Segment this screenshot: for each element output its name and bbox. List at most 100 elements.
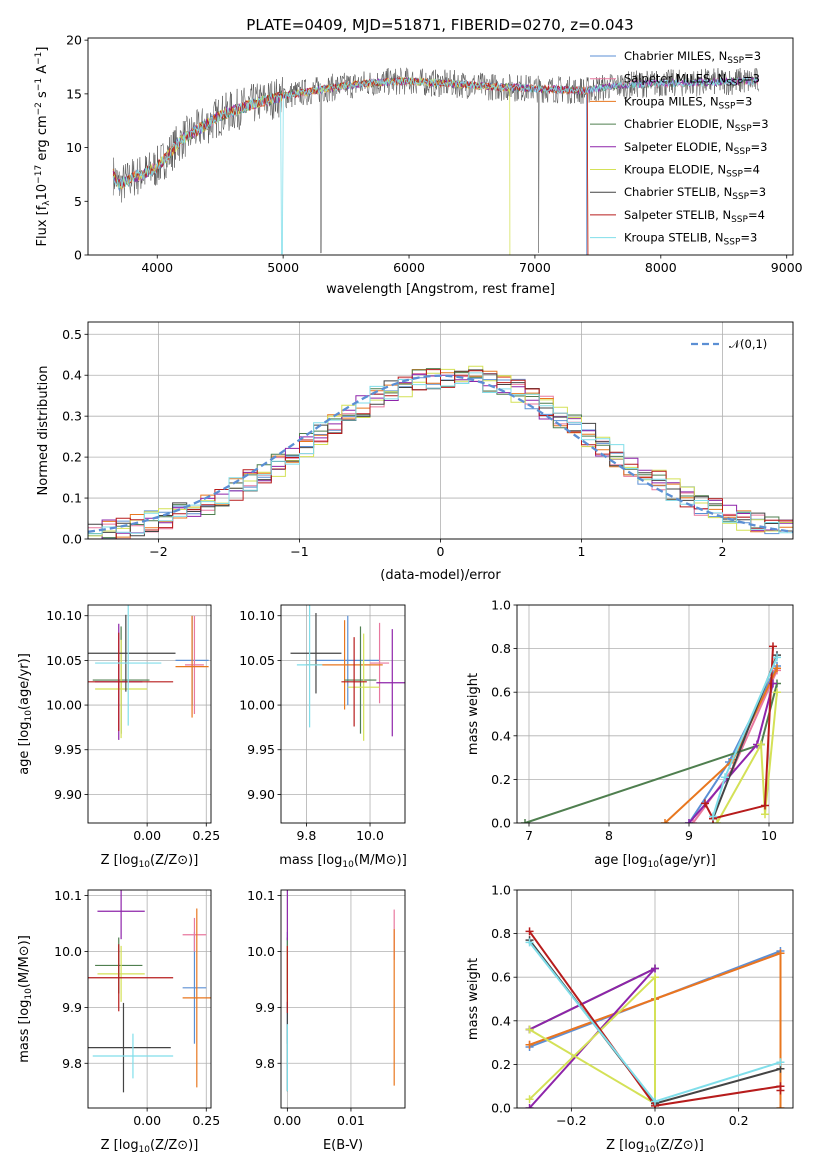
spectrum-ytick-label: 5 <box>74 194 82 209</box>
spectrum-legend: Chabrier MILES, NSSP=3 Salpeter MILES, NS… <box>590 49 769 248</box>
massweight_vs_Z-marker <box>525 938 534 947</box>
spectrum-xtick-label: 6000 <box>393 260 425 275</box>
massweight_vs_age-ytick-label: 0.2 <box>491 772 511 787</box>
residuals-ytick-label: 0.4 <box>62 368 82 383</box>
massweight_vs_age-marker <box>761 810 769 819</box>
age_vs_mass-ytick-label: 10.00 <box>239 698 275 713</box>
massweight_vs_age-ytick-label: 0.4 <box>491 728 511 743</box>
massweight_vs_Z-marker <box>776 1058 785 1067</box>
massweight_vs_age-line-7 <box>704 646 774 820</box>
spectrum-ytick-label: 10 <box>66 140 82 155</box>
mass_vs_Z-ytick-label: 9.8 <box>62 1056 82 1071</box>
legend-label-6: Chabrier STELIB, NSSP=3 <box>624 185 766 202</box>
spectrum-xtick-label: 7000 <box>519 260 551 275</box>
residuals-xtick-label: 0 <box>437 544 445 559</box>
spectrum-frame <box>87 37 794 256</box>
residuals-ytick-label: 0.2 <box>62 450 82 465</box>
massweight_vs_Z-ytick-label: 1.0 <box>491 883 511 898</box>
massweight_vs_age-marker <box>773 688 781 697</box>
massweight_vs_age-marker <box>769 642 777 651</box>
massweight_vs_age-marker <box>701 799 709 808</box>
massweight_vs_age-xtick-label: 10 <box>761 828 777 843</box>
residuals-xtick-label: 1 <box>578 544 586 559</box>
age_vs_mass-xtick-label: 9.8 <box>296 828 316 843</box>
spectrum-ytick-label: 20 <box>66 33 82 48</box>
age_vs_mass-ytick-label: 9.90 <box>247 787 275 802</box>
mass_vs_EBV-ytick-label: 10.0 <box>247 944 275 959</box>
spectrum-series-line-8 <box>112 76 759 255</box>
mass_vs_EBV-xlabel: E(B-V) <box>323 1138 363 1153</box>
massweight_vs_Z-marker <box>776 1086 785 1095</box>
legend-label-0: Chabrier MILES, NSSP=3 <box>624 49 761 66</box>
massweight_vs_age-xtick-label: 8 <box>605 828 613 843</box>
legend-label-4: Salpeter ELODIE, NSSP=3 <box>624 140 767 157</box>
massweight_vs_Z-marker <box>651 973 659 982</box>
mass_vs_EBV-ytick-label: 9.9 <box>255 1000 275 1015</box>
legend-label-8: Kroupa STELIB, NSSP=3 <box>624 231 757 248</box>
massweight_vs_age-ylabel: mass weight <box>466 673 481 755</box>
age_vs_Z-ytick-label: 10.05 <box>46 653 82 668</box>
age_vs_Z-ytick-label: 9.90 <box>54 787 82 802</box>
spectrum-xtick-label: 4000 <box>141 260 173 275</box>
massweight_vs_age-marker <box>709 812 717 821</box>
massweight_vs_Z-marker <box>525 1040 534 1049</box>
age_vs_Z-xlabel: Z [log10(Z/Z⊙)] <box>101 853 199 870</box>
legend-label-1: Salpeter MILES, NSSP=3 <box>624 72 760 89</box>
mass_vs_Z-ylabel: mass [log10(M/M⊙)] <box>17 935 34 1063</box>
massweight_vs_Z-marker <box>525 927 534 936</box>
spectrum-xtick-label: 8000 <box>645 260 677 275</box>
mass_vs_EBV-ytick-label: 10.1 <box>247 888 275 903</box>
mass_vs_EBV-ytick-label: 9.8 <box>255 1056 275 1071</box>
massweight_vs_age-lines <box>521 642 781 823</box>
mass_vs_Z-axes: 0.00 0.25 9.8 9.9 10.0 10.1 <box>54 888 220 1128</box>
mass_vs_Z-xtick-label: 0.25 <box>192 1113 220 1128</box>
massweight_vs_age-marker <box>761 801 769 810</box>
massweight_vs_Z-line-5 <box>528 974 656 1106</box>
spectrum-xlabel: wavelength [Angstrom, rest frame] <box>326 282 555 297</box>
massweight_vs_age-marker <box>721 773 729 782</box>
massweight_vs_Z-marker <box>651 1097 659 1106</box>
mass_vs_Z-xlabel: Z [log10(Z/Z⊙)] <box>101 1138 199 1155</box>
mass_vs_EBV-frame <box>280 889 406 1109</box>
massweight_vs_age-ytick-label: 0.8 <box>491 641 511 656</box>
legend-label-3: Chabrier ELODIE, NSSP=3 <box>624 117 769 134</box>
massweight_vs_Z-lines <box>525 927 785 1108</box>
residuals-hists <box>88 365 793 539</box>
age_vs_mass-ytick-label: 10.05 <box>239 653 275 668</box>
age_vs_Z-ytick-label: 9.95 <box>54 742 82 757</box>
mass_vs_EBV-xtick-label: 0.01 <box>337 1113 365 1128</box>
massweight_vs_age-frame <box>516 604 794 824</box>
massweight_vs_age-marker <box>757 740 765 749</box>
legend-label-7: Salpeter STELIB, NSSP=4 <box>624 208 765 225</box>
massweight_vs_Z-frame <box>516 889 794 1109</box>
age_vs_Z-ytick-label: 10.00 <box>46 698 82 713</box>
residuals-xlabel: (data-model)/error <box>380 568 501 583</box>
massweight_vs_Z-marker <box>525 1104 534 1108</box>
age_vs_mass-points <box>290 605 405 741</box>
age_vs_Z-ytick-label: 10.10 <box>46 608 82 623</box>
legend-label-2: Kroupa MILES, NSSP=3 <box>624 94 752 111</box>
residuals-xtick-label: 2 <box>719 544 727 559</box>
residuals-xtick-label: −2 <box>149 544 167 559</box>
massweight_vs_Z-marker <box>651 964 659 973</box>
mass_vs_Z-ytick-label: 10.1 <box>54 888 82 903</box>
massweight_vs_age-marker <box>685 819 693 823</box>
massweight_vs_Z-xtick-label: 0.2 <box>729 1113 749 1128</box>
residuals-legend-label: 𝒩(0,1) <box>729 337 767 351</box>
age_vs_Z-xtick-label: 0.00 <box>133 828 161 843</box>
mass_vs_Z-xtick-label: 0.00 <box>133 1113 161 1128</box>
residuals-ylabel: Normed distribution <box>36 366 51 496</box>
mass_vs_Z-ytick-label: 10.0 <box>54 944 82 959</box>
residuals-hist-8 <box>88 372 793 539</box>
mass_vs_Z-ytick-label: 9.9 <box>62 1000 82 1015</box>
massweight_vs_Z-ytick-label: 0.0 <box>491 1101 511 1116</box>
mass_vs_EBV-xtick-label: 0.00 <box>273 1113 301 1128</box>
spectrum-xtick-label: 5000 <box>267 260 299 275</box>
massweight_vs_age-marker <box>773 653 781 662</box>
massweight_vs_age-marker <box>661 819 669 823</box>
spectrum-ylabel: Flux [fλ10−17 erg cm−2 s−1 A−1] <box>34 47 52 247</box>
age_vs_Z-ylabel: age [log10(age/yr)] <box>17 653 34 775</box>
massweight_vs_Z-ytick-label: 0.8 <box>491 926 511 941</box>
